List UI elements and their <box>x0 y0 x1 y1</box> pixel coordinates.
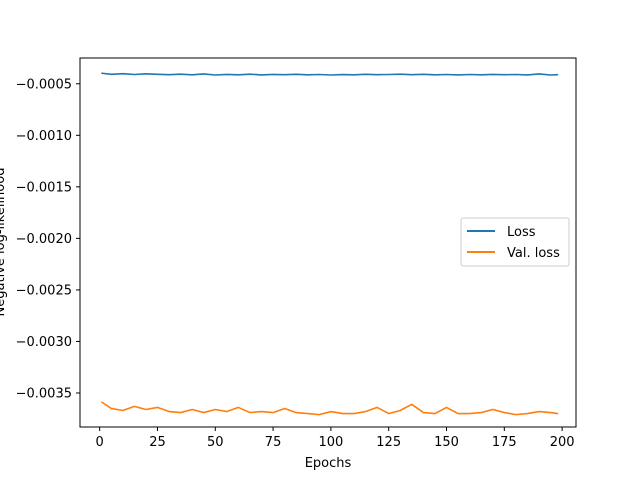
x-tick-label: 100 <box>318 435 343 450</box>
x-tick-label: 75 <box>265 435 282 450</box>
legend-label-val-loss: Val. loss <box>507 246 560 261</box>
y-tick-label: −0.0010 <box>16 129 72 144</box>
legend: Loss Val. loss <box>460 217 570 267</box>
x-tick-label: 150 <box>434 435 459 450</box>
series-layer <box>101 72 559 416</box>
y-tick-label: −0.0035 <box>16 386 72 401</box>
series-line-loss <box>101 72 559 76</box>
axes-frame <box>79 57 577 428</box>
y-tick-label: −0.0020 <box>16 232 72 247</box>
y-tick-label: −0.0005 <box>16 77 72 92</box>
x-tick-label: 50 <box>207 435 224 450</box>
y-tick-label: −0.0030 <box>16 335 72 350</box>
x-tick-label: 125 <box>376 435 401 450</box>
x-tick-label: 175 <box>492 435 517 450</box>
x-tick-label: 0 <box>96 435 104 450</box>
x-axis: 0 25 50 75 100 125 150 175 200 <box>96 427 575 450</box>
y-tick-label: −0.0025 <box>16 283 72 298</box>
legend-label-loss: Loss <box>507 225 536 240</box>
y-axis: −0.0005 −0.0010 −0.0015 −0.0020 −0.0025 −0.00… <box>16 77 80 401</box>
series-line-val-loss <box>101 401 559 416</box>
x-tick-label: 25 <box>149 435 166 450</box>
y-tick-label: −0.0015 <box>16 180 72 195</box>
y-axis-label: Negative log-likelihood <box>0 168 8 317</box>
x-axis-label: Epochs <box>305 456 352 471</box>
x-tick-label: 200 <box>550 435 575 450</box>
